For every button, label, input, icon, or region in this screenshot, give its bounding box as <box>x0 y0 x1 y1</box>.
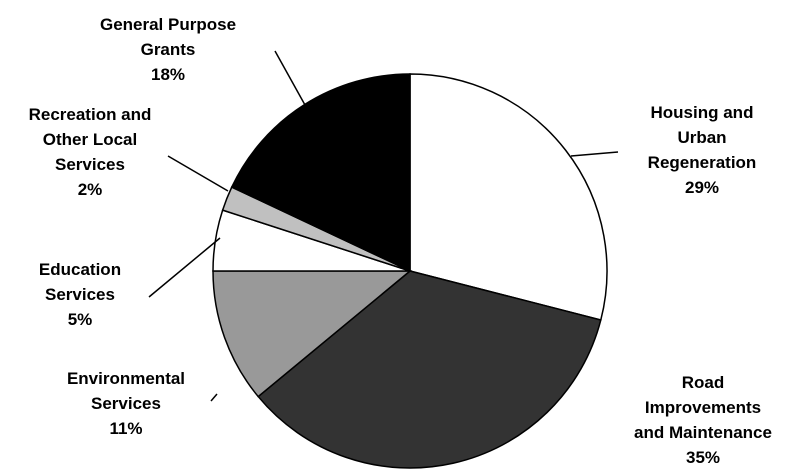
slice-label: Road Improvements and Maintenance 35% <box>634 373 772 467</box>
slice-label: Recreation and Other Local Services 2% <box>29 105 152 199</box>
slice-label-line: Services <box>45 285 115 304</box>
slice-label-line: Urban <box>677 128 726 147</box>
slice-label: Education Services 5% <box>39 260 121 329</box>
slice-percent: 2% <box>78 180 103 199</box>
slice-label-line: Services <box>55 155 125 174</box>
slice-label-line: Environmental <box>67 369 185 388</box>
slice-label: Environmental Services 11% <box>67 369 185 438</box>
slice-labels: Housing and Urban Regeneration 29% Road Impro… <box>29 15 772 467</box>
pie-slices <box>212 73 608 469</box>
slice-label-line: Improvements <box>645 398 761 417</box>
slice-label-line: General Purpose <box>100 15 236 34</box>
slice-label-line: and Maintenance <box>634 423 772 442</box>
slice-percent: 35% <box>686 448 720 467</box>
slice-label: Housing and Urban Regeneration 29% <box>648 103 757 197</box>
slice-label-line: Other Local <box>43 130 137 149</box>
pie-slice <box>212 270 413 398</box>
leader-line <box>210 393 218 402</box>
slice-percent: 5% <box>68 310 93 329</box>
slice-label: General Purpose Grants 18% <box>100 15 236 84</box>
slice-percent: 11% <box>109 419 142 438</box>
slice-label-line: Education <box>39 260 121 279</box>
slice-label-line: Grants <box>141 40 196 59</box>
slice-label-line: Regeneration <box>648 153 757 172</box>
leader-line <box>274 50 306 106</box>
slice-label-line: Road <box>682 373 725 392</box>
leader-line <box>148 237 221 298</box>
slice-percent: 18% <box>151 65 185 84</box>
slice-label-line: Recreation and <box>29 105 152 124</box>
pie-slice <box>257 270 602 469</box>
slice-label-line: Services <box>91 394 161 413</box>
slice-label-line: Housing and <box>651 103 754 122</box>
leader-lines <box>148 50 619 402</box>
pie-slice <box>409 73 608 321</box>
leader-line <box>570 151 619 157</box>
slice-percent: 29% <box>685 178 719 197</box>
leader-line <box>167 155 229 192</box>
